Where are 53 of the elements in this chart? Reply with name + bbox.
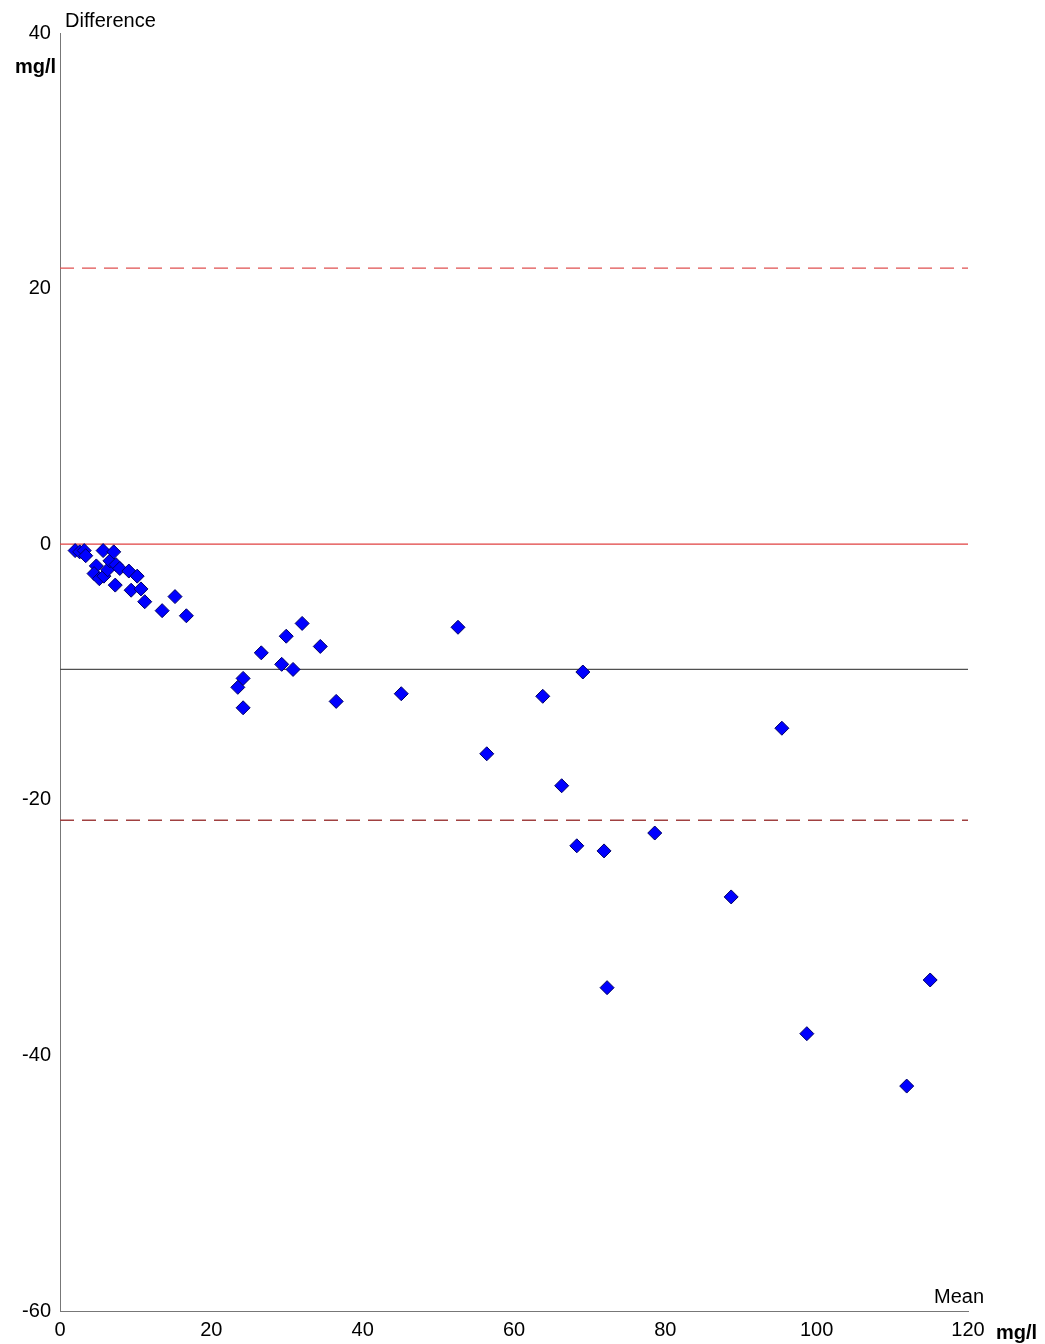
point <box>599 980 615 996</box>
point <box>129 568 145 584</box>
y-tick-label: 20 <box>28 276 51 299</box>
y-tick-label: 40 <box>28 20 51 43</box>
point <box>328 693 344 709</box>
point <box>278 628 294 644</box>
x-tick-label: 120 <box>951 1317 985 1340</box>
x-tick-label: 0 <box>54 1317 66 1340</box>
point <box>235 670 251 686</box>
point <box>312 638 328 654</box>
point <box>535 688 551 704</box>
x-tick-label: 100 <box>799 1317 834 1340</box>
point <box>154 603 170 619</box>
text: mg/l <box>996 1321 1038 1343</box>
y-tick-label: 0 <box>39 531 51 554</box>
x-tick-label: 60 <box>502 1317 526 1340</box>
y-tick-label: -60 <box>22 1298 51 1321</box>
point <box>799 1026 815 1042</box>
point <box>723 889 739 905</box>
text: mg/l <box>14 55 56 77</box>
x-tick-label: 80 <box>654 1317 677 1340</box>
point <box>235 700 251 716</box>
point <box>774 720 790 736</box>
point <box>167 589 183 605</box>
point <box>95 543 111 559</box>
point <box>106 544 122 560</box>
point <box>133 581 149 597</box>
point <box>274 656 290 672</box>
point <box>596 843 612 859</box>
y-axis-title: Difference <box>65 9 156 31</box>
x-axis-title: Mean <box>933 1285 984 1307</box>
point <box>230 679 246 695</box>
point <box>554 778 570 794</box>
point <box>647 825 663 841</box>
y-tick-label: -20 <box>22 787 51 810</box>
point <box>479 746 495 762</box>
point <box>575 664 591 680</box>
x-tick-label: 40 <box>351 1317 374 1340</box>
point <box>121 563 137 579</box>
point <box>285 661 301 677</box>
point <box>569 838 585 854</box>
point <box>899 1078 915 1094</box>
x-tick-label: 20 <box>200 1317 223 1340</box>
point <box>450 619 466 635</box>
point <box>393 686 409 702</box>
y-tick-label: -40 <box>22 1042 51 1065</box>
point <box>78 548 94 564</box>
point <box>294 615 310 631</box>
point <box>137 594 153 610</box>
point <box>922 972 938 988</box>
point <box>253 645 269 661</box>
point <box>107 577 123 593</box>
point <box>178 608 194 624</box>
